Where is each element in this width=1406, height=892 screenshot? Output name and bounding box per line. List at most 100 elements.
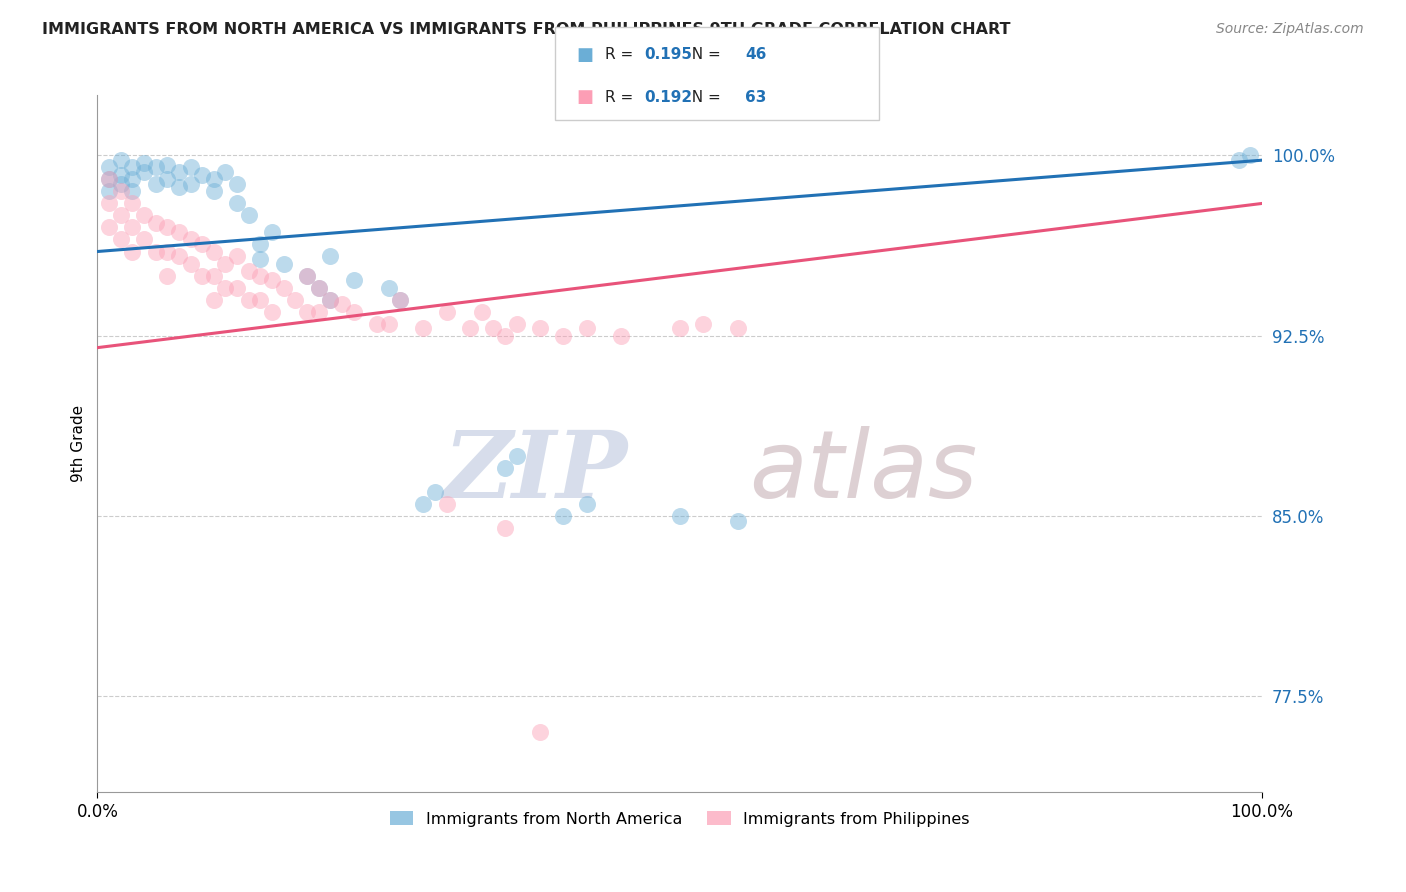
Point bbox=[98, 220, 121, 235]
Text: N =: N = bbox=[682, 90, 725, 105]
Point bbox=[110, 185, 132, 199]
Point bbox=[214, 165, 236, 179]
Point bbox=[110, 209, 132, 223]
Point bbox=[202, 185, 225, 199]
Point bbox=[319, 293, 342, 307]
Point bbox=[692, 317, 714, 331]
Point bbox=[156, 172, 179, 186]
Point bbox=[110, 232, 132, 246]
Point bbox=[389, 293, 412, 307]
Point bbox=[308, 304, 330, 318]
Text: atlas: atlas bbox=[749, 426, 977, 517]
Point bbox=[180, 178, 202, 192]
Point bbox=[295, 268, 318, 283]
Legend: Immigrants from North America, Immigrants from Philippines: Immigrants from North America, Immigrant… bbox=[384, 805, 976, 833]
Point bbox=[308, 280, 330, 294]
Point bbox=[389, 293, 412, 307]
Point bbox=[319, 249, 342, 263]
Point bbox=[238, 264, 260, 278]
Point bbox=[238, 293, 260, 307]
Point bbox=[260, 273, 283, 287]
Point bbox=[505, 449, 527, 463]
Point bbox=[668, 508, 690, 523]
Point bbox=[238, 209, 260, 223]
Point bbox=[494, 460, 516, 475]
Point bbox=[260, 225, 283, 239]
Point bbox=[342, 304, 364, 318]
Point bbox=[284, 293, 307, 307]
Point bbox=[273, 280, 295, 294]
Point bbox=[226, 196, 249, 211]
Point bbox=[260, 304, 283, 318]
Text: R =: R = bbox=[605, 47, 638, 62]
Point bbox=[436, 497, 458, 511]
Text: 0.195: 0.195 bbox=[644, 47, 692, 62]
Text: Source: ZipAtlas.com: Source: ZipAtlas.com bbox=[1216, 22, 1364, 37]
Point bbox=[249, 252, 271, 266]
Point bbox=[180, 256, 202, 270]
Point bbox=[727, 514, 749, 528]
Point bbox=[167, 225, 190, 239]
Point bbox=[575, 321, 598, 335]
Point bbox=[121, 172, 143, 186]
Point bbox=[167, 249, 190, 263]
Point bbox=[156, 220, 179, 235]
Point bbox=[191, 237, 214, 252]
Point bbox=[471, 304, 494, 318]
Point bbox=[110, 168, 132, 182]
Point bbox=[98, 172, 121, 186]
Point bbox=[132, 232, 155, 246]
Point bbox=[482, 321, 505, 335]
Point bbox=[110, 178, 132, 192]
Point bbox=[1227, 153, 1250, 168]
Point bbox=[180, 161, 202, 175]
Text: 63: 63 bbox=[745, 90, 766, 105]
Point bbox=[121, 185, 143, 199]
Point bbox=[319, 293, 342, 307]
Text: N =: N = bbox=[682, 47, 725, 62]
Point bbox=[412, 497, 434, 511]
Point bbox=[156, 268, 179, 283]
Point bbox=[494, 521, 516, 535]
Point bbox=[121, 220, 143, 235]
Point bbox=[202, 268, 225, 283]
Point bbox=[180, 232, 202, 246]
Point bbox=[156, 244, 179, 259]
Text: R =: R = bbox=[605, 90, 638, 105]
Point bbox=[575, 497, 598, 511]
Point bbox=[610, 328, 633, 343]
Point bbox=[191, 168, 214, 182]
Point bbox=[494, 328, 516, 343]
Point bbox=[202, 172, 225, 186]
Point bbox=[191, 268, 214, 283]
Point bbox=[295, 304, 318, 318]
Point bbox=[145, 178, 167, 192]
Point bbox=[145, 216, 167, 230]
Point bbox=[98, 185, 121, 199]
Point bbox=[458, 321, 481, 335]
Point bbox=[121, 244, 143, 259]
Point bbox=[202, 244, 225, 259]
Point bbox=[366, 317, 388, 331]
Point bbox=[553, 328, 575, 343]
Text: ■: ■ bbox=[576, 88, 593, 106]
Point bbox=[295, 268, 318, 283]
Y-axis label: 9th Grade: 9th Grade bbox=[72, 405, 86, 483]
Point bbox=[226, 178, 249, 192]
Point bbox=[167, 165, 190, 179]
Point bbox=[377, 280, 399, 294]
Point bbox=[342, 273, 364, 287]
Point bbox=[214, 280, 236, 294]
Point bbox=[412, 321, 434, 335]
Point bbox=[1239, 148, 1261, 162]
Point bbox=[121, 196, 143, 211]
Point bbox=[98, 196, 121, 211]
Text: IMMIGRANTS FROM NORTH AMERICA VS IMMIGRANTS FROM PHILIPPINES 9TH GRADE CORRELATI: IMMIGRANTS FROM NORTH AMERICA VS IMMIGRA… bbox=[42, 22, 1011, 37]
Point bbox=[249, 237, 271, 252]
Point bbox=[668, 321, 690, 335]
Point bbox=[132, 209, 155, 223]
Point bbox=[330, 297, 353, 311]
Point bbox=[249, 293, 271, 307]
Point bbox=[167, 179, 190, 194]
Point bbox=[145, 244, 167, 259]
